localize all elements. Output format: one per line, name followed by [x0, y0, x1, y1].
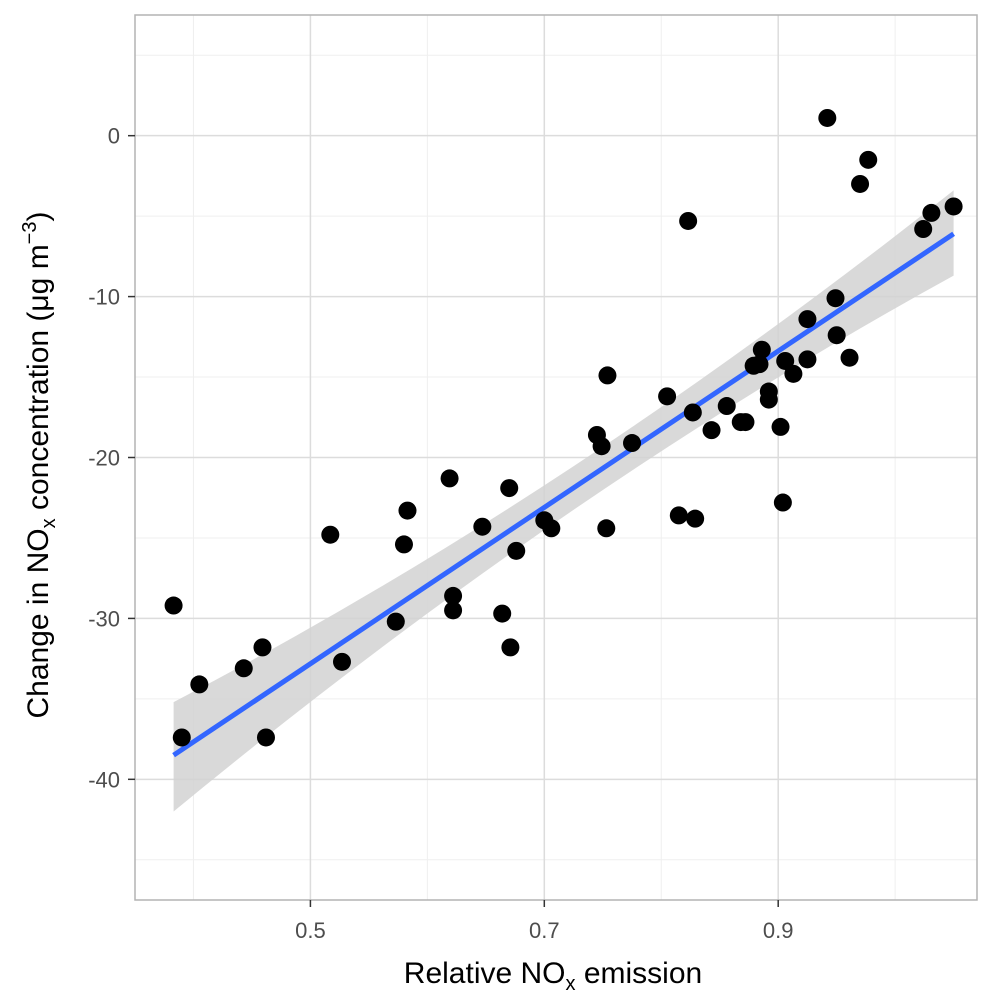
major-gridlines — [135, 15, 977, 900]
data-point — [827, 326, 846, 345]
data-point — [771, 417, 790, 436]
data-point — [914, 220, 933, 239]
y-axis-title-middle: concentration (μg m — [22, 244, 55, 518]
data-point — [398, 501, 417, 520]
x-axis-ticks: 0.5 0.7 0.9 — [295, 900, 793, 943]
data-point — [164, 596, 183, 615]
data-point — [752, 340, 771, 359]
y-tick-label: -10 — [88, 285, 120, 310]
data-point — [501, 638, 520, 657]
x-axis-title-subscript: x — [566, 973, 576, 995]
data-point — [798, 310, 817, 329]
data-point — [332, 652, 351, 671]
data-point — [944, 197, 963, 216]
regression-line-layer — [172, 231, 956, 758]
data-point — [190, 675, 209, 694]
y-axis-title-prefix: Change in NO — [22, 528, 55, 718]
data-point — [859, 150, 878, 169]
data-point — [321, 525, 340, 544]
y-tick-label: -20 — [88, 446, 120, 471]
data-point — [702, 421, 721, 440]
data-point — [500, 479, 519, 498]
confidence-band — [173, 190, 954, 812]
y-tick-label: -40 — [88, 767, 120, 792]
data-point — [256, 728, 275, 747]
data-point — [597, 519, 616, 538]
data-point — [840, 348, 859, 367]
x-axis-title-prefix: Relative NO — [404, 957, 566, 990]
data-points — [164, 108, 963, 747]
y-axis-title-suffix: ) — [22, 212, 55, 222]
y-axis-title-subscript: x — [38, 518, 60, 528]
data-point — [686, 509, 705, 528]
regression-line — [172, 231, 956, 758]
data-point — [717, 397, 736, 416]
data-point — [826, 289, 845, 308]
x-axis-title: Relative NOx emission — [404, 957, 702, 995]
data-point — [773, 493, 792, 512]
y-axis-title-superscript: −3 — [19, 222, 41, 245]
data-point — [776, 351, 795, 370]
y-axis-title: Change in NOx concentration (μg m−3) — [19, 212, 60, 719]
data-point — [444, 601, 463, 620]
data-point — [172, 728, 191, 747]
data-point — [507, 541, 526, 560]
confidence-band-layer — [173, 190, 954, 812]
data-point — [679, 211, 698, 230]
data-point — [253, 638, 272, 657]
x-tick-label: 0.7 — [529, 918, 560, 943]
data-point — [394, 535, 413, 554]
data-point — [444, 586, 463, 605]
data-point — [750, 355, 769, 374]
data-point — [592, 437, 611, 456]
data-point — [851, 174, 870, 193]
data-point — [669, 506, 688, 525]
data-point — [922, 203, 941, 222]
data-point — [759, 390, 778, 409]
data-point — [440, 469, 459, 488]
data-point — [542, 519, 561, 538]
data-point — [473, 517, 492, 536]
x-tick-label: 0.9 — [763, 918, 794, 943]
data-point — [736, 413, 755, 432]
data-point — [658, 387, 677, 406]
data-point — [493, 604, 512, 623]
data-point — [598, 366, 617, 385]
data-point — [623, 434, 642, 453]
x-axis-title-suffix: emission — [576, 957, 703, 990]
data-point — [798, 350, 817, 369]
x-tick-label: 0.5 — [295, 918, 326, 943]
data-point — [818, 108, 837, 127]
y-tick-label: -30 — [88, 606, 120, 631]
y-tick-label: 0 — [108, 124, 120, 149]
data-point — [386, 612, 405, 631]
data-point — [784, 364, 803, 383]
data-point — [683, 403, 702, 422]
y-axis-ticks: -40 -30 -20 -10 0 — [88, 124, 135, 792]
data-point — [234, 659, 253, 678]
